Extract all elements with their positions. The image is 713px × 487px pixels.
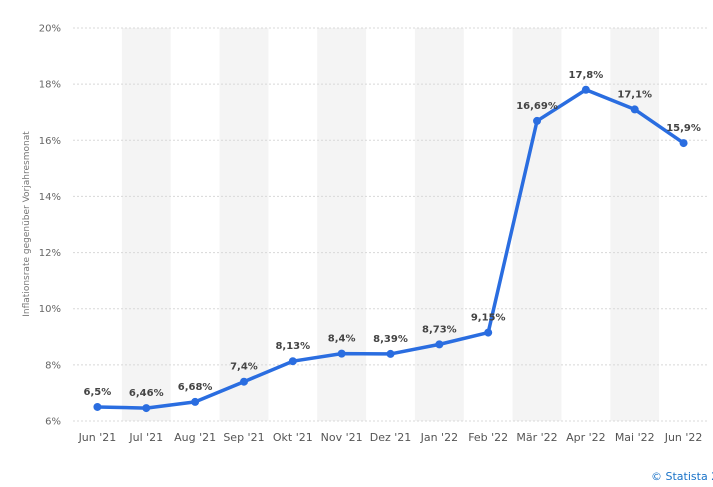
data-label: 9,15% xyxy=(471,313,506,324)
data-point[interactable] xyxy=(679,139,688,148)
data-label: 8,39% xyxy=(373,334,408,345)
y-tick-label: 20% xyxy=(39,24,61,35)
column-band xyxy=(414,28,464,421)
data-point[interactable] xyxy=(630,105,639,114)
data-points xyxy=(93,85,688,413)
data-point[interactable] xyxy=(93,402,102,411)
data-point[interactable] xyxy=(142,404,151,413)
x-tick-label: Jul '21 xyxy=(128,431,163,444)
x-tick-label: Aug '21 xyxy=(174,431,216,444)
data-point[interactable] xyxy=(386,349,395,358)
x-tick-label: Nov '21 xyxy=(321,431,363,444)
column-band xyxy=(219,28,269,421)
data-label: 15,9% xyxy=(666,123,701,134)
data-label: 6,5% xyxy=(84,387,112,398)
data-label: 6,68% xyxy=(178,382,213,393)
y-tick-label: 12% xyxy=(39,248,61,259)
data-point[interactable] xyxy=(288,357,297,366)
series-line xyxy=(95,88,686,410)
data-point[interactable] xyxy=(533,116,542,125)
data-label: 8,4% xyxy=(328,334,356,345)
series-line-group xyxy=(95,88,686,410)
column-band xyxy=(610,28,660,421)
y-axis-ticks: 6% 8% 10% 12% 14% 16% 18% 20% xyxy=(39,24,61,428)
data-label: 17,1% xyxy=(617,89,652,100)
y-tick-label: 6% xyxy=(45,417,61,428)
data-point[interactable] xyxy=(435,340,444,349)
data-labels: 6,5% 6,46% 6,68% 7,4% 8,13% 8,4% 8,39% 8,73% 9,1… xyxy=(84,70,701,399)
data-label: 16,69% xyxy=(516,101,558,112)
x-tick-label: Jun '21 xyxy=(78,431,117,444)
column-band xyxy=(121,28,171,421)
y-tick-label: 10% xyxy=(39,304,61,315)
x-tick-label: Okt '21 xyxy=(273,431,313,444)
x-tick-label: Mai '22 xyxy=(615,431,655,444)
y-tick-label: 14% xyxy=(39,192,61,203)
x-axis-ticks: Jun '21 Jul '21 Aug '21 Sep '21 Okt '21 Nov '… xyxy=(78,431,703,444)
data-label: 17,8% xyxy=(569,70,604,81)
x-tick-label: Dez '21 xyxy=(370,431,412,444)
data-label: 8,13% xyxy=(275,341,310,352)
data-point[interactable] xyxy=(239,377,248,386)
y-tick-label: 8% xyxy=(45,360,61,371)
data-point[interactable] xyxy=(581,85,590,94)
x-tick-label: Jan '22 xyxy=(420,431,458,444)
y-axis-title: Inflationsrate gegenüber Vorjahresmonat xyxy=(22,131,32,317)
gridlines xyxy=(73,27,708,422)
data-point[interactable] xyxy=(191,397,200,406)
x-tick-label: Feb '22 xyxy=(468,431,508,444)
x-tick-label: Sep '21 xyxy=(223,431,264,444)
column-band xyxy=(512,28,562,421)
statista-credit-link[interactable]: © Statista 2 xyxy=(651,470,713,483)
column-bands xyxy=(121,28,660,421)
data-label: 7,4% xyxy=(230,362,258,373)
data-label: 8,73% xyxy=(422,324,457,335)
data-label: 6,46% xyxy=(129,388,164,399)
x-tick-label: Jun '22 xyxy=(664,431,703,444)
data-point[interactable] xyxy=(337,349,346,358)
column-band xyxy=(317,28,367,421)
data-point[interactable] xyxy=(484,328,493,337)
y-tick-label: 18% xyxy=(39,80,61,91)
x-tick-label: Apr '22 xyxy=(566,431,606,444)
x-tick-label: Mär '22 xyxy=(516,431,557,444)
y-tick-label: 16% xyxy=(39,136,61,147)
